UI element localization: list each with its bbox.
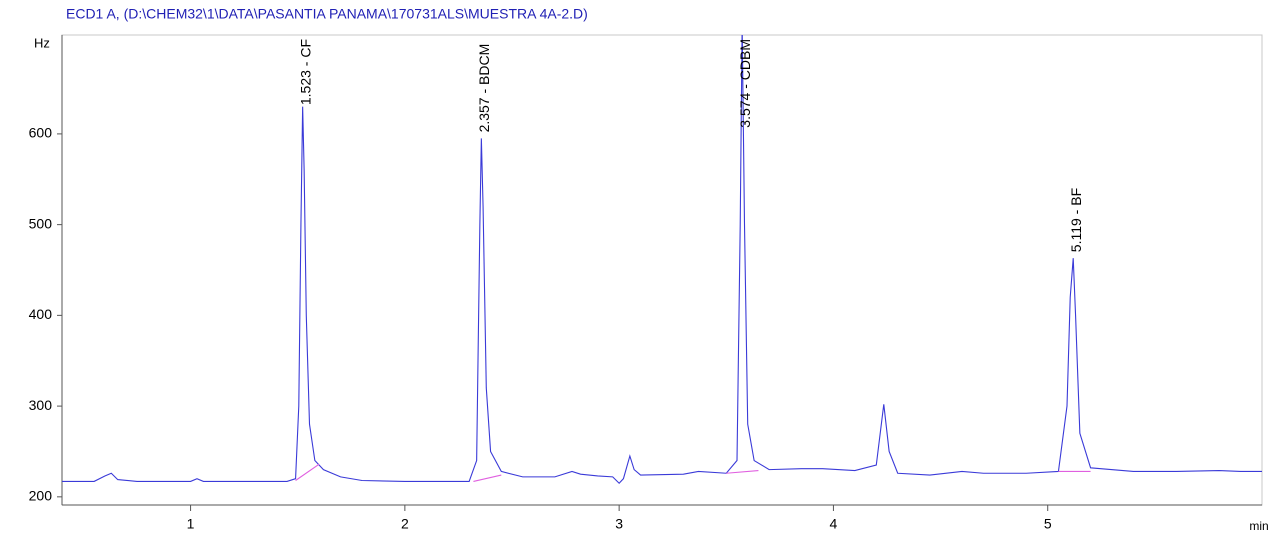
x-axis-label: min (1249, 519, 1268, 533)
x-tick-label: 1 (187, 516, 195, 532)
y-axis-label: Hz (34, 35, 50, 50)
plot-area (62, 35, 1262, 485)
peak-label: 2.357 - BDCM (476, 44, 492, 133)
peak-label: 5.119 - BF (1068, 188, 1084, 252)
peak-label: 1.523 - CF (297, 39, 313, 105)
x-tick-label: 3 (615, 516, 623, 532)
x-tick-label: 2 (401, 516, 409, 532)
y-tick-label: 200 (29, 488, 53, 504)
chart-title: ECD1 A, (D:\CHEM32\1\DATA\PASANTIA PANAM… (66, 6, 588, 22)
x-tick-label: 5 (1044, 516, 1052, 532)
peak-label: 3.574 - CDBM (737, 39, 753, 128)
x-tick-label: 4 (830, 516, 838, 532)
plot-frame (61, 34, 1263, 506)
y-tick-label: 400 (29, 306, 53, 322)
y-tick-label: 600 (29, 125, 53, 141)
signal-line (295, 463, 1091, 482)
y-tick-label: 500 (29, 215, 53, 231)
y-tick-label: 300 (29, 397, 53, 413)
signal-line (62, 35, 1262, 485)
